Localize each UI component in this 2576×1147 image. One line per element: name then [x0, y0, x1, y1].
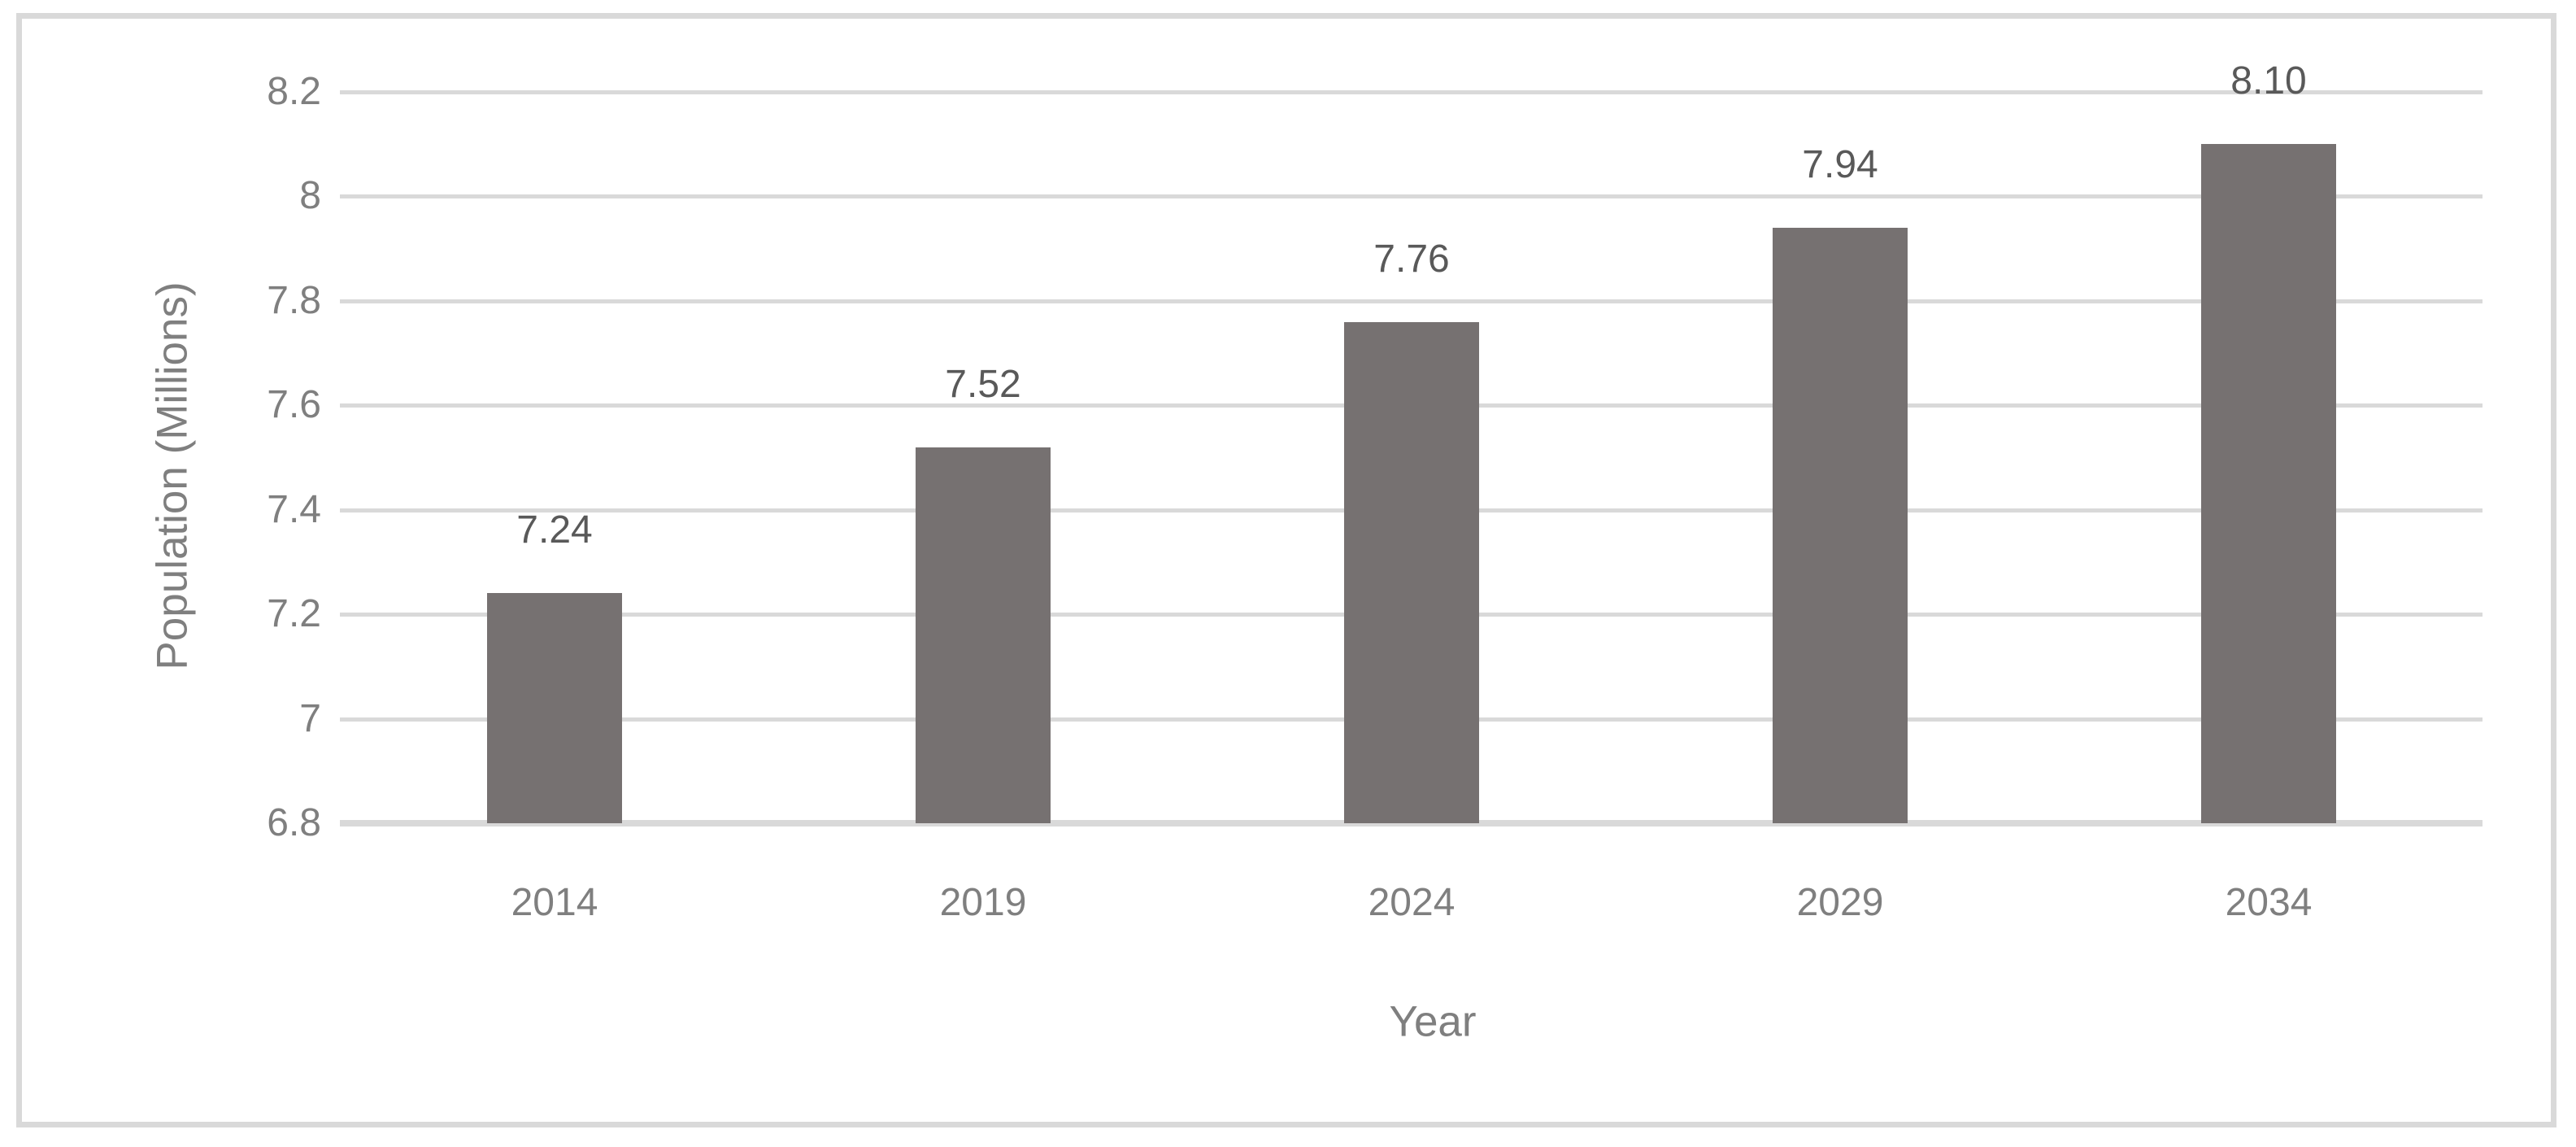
y-axis-tick-label: 7.4	[267, 487, 321, 531]
bar-value-label: 7.24	[516, 508, 593, 552]
x-axis-tick-label: 2029	[1796, 881, 1884, 924]
y-gridline	[340, 90, 2482, 94]
x-axis-tick-label: 2034	[2225, 881, 2313, 924]
chart-border-frame: Population (Millions) Year	[16, 13, 2556, 1127]
bar-2019	[916, 447, 1051, 823]
bar-2029	[1773, 228, 1908, 823]
x-axis-tick-label: 2019	[939, 881, 1027, 924]
y-axis-tick-label: 8	[299, 174, 321, 218]
bar-value-label: 7.52	[945, 363, 1021, 406]
y-axis-tick-label: 7.8	[267, 278, 321, 322]
y-axis-tick-label: 7	[299, 696, 321, 740]
y-gridline	[340, 299, 2482, 303]
bar-value-label: 7.76	[1373, 238, 1450, 281]
bar-2024	[1344, 322, 1479, 823]
x-axis-tick-label: 2014	[511, 881, 598, 924]
bar-2014	[487, 593, 622, 823]
bar-value-label: 7.94	[1802, 143, 1878, 186]
y-axis-tick-label: 7.6	[267, 383, 321, 427]
y-axis-tick-label: 8.2	[267, 70, 321, 113]
x-axis-line	[340, 820, 2482, 826]
x-axis-title: Year	[1389, 997, 1477, 1046]
bar-2034	[2201, 144, 2336, 823]
x-axis-tick-label: 2024	[1368, 881, 1456, 924]
y-axis-tick-label: 6.8	[267, 801, 321, 844]
y-axis-tick-label: 7.2	[267, 592, 321, 636]
bar-value-label: 8.10	[2230, 59, 2307, 102]
y-gridline	[340, 194, 2482, 199]
